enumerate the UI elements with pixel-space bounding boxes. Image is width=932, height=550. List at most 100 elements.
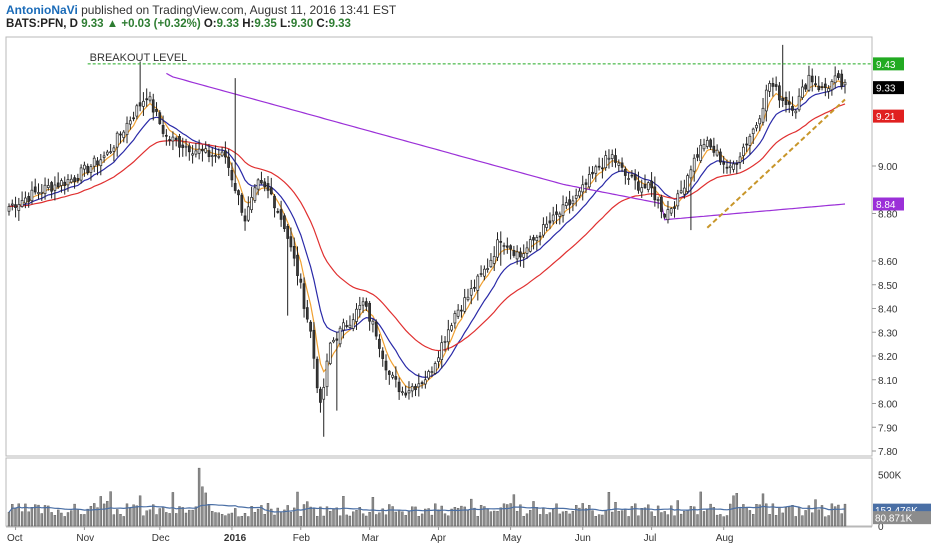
volume-bar — [827, 515, 830, 527]
volume-bar — [568, 513, 571, 527]
candle-body — [578, 190, 581, 197]
candle-body — [263, 181, 267, 188]
volume-bar — [17, 503, 20, 527]
candle — [417, 373, 421, 397]
volume-bar — [224, 515, 227, 527]
candle-body — [292, 246, 296, 259]
volume-bar — [653, 516, 656, 527]
candle-body — [164, 134, 168, 137]
candle — [378, 334, 381, 358]
candle-body — [689, 169, 693, 179]
candle-body — [69, 178, 73, 183]
candle — [456, 304, 460, 319]
candle — [224, 141, 227, 164]
candle-body — [30, 189, 34, 202]
volume-bar — [375, 514, 378, 527]
candle — [158, 110, 162, 125]
candle-body — [233, 183, 237, 191]
volume-bar — [181, 507, 184, 527]
candle — [840, 69, 844, 90]
candle-body — [551, 214, 555, 222]
candle — [712, 137, 716, 157]
volume-bar — [738, 508, 742, 527]
candle-body — [237, 190, 240, 196]
last-price: 9.33 — [81, 18, 104, 30]
candle-body — [676, 193, 680, 207]
candle — [125, 116, 129, 144]
candle — [335, 331, 339, 411]
candle — [171, 131, 175, 151]
candle — [440, 335, 444, 369]
candle-body — [443, 340, 447, 343]
candle — [256, 178, 260, 196]
candle-body — [423, 379, 427, 385]
volume-bar — [129, 507, 132, 527]
volume-bar — [411, 506, 414, 527]
candle — [663, 213, 667, 219]
volume-bar — [210, 511, 214, 527]
candle — [364, 297, 368, 311]
candle — [771, 77, 775, 97]
candle — [640, 179, 644, 198]
candle-body — [591, 171, 594, 175]
price-badge: 9.33 — [873, 81, 904, 95]
candle — [502, 242, 506, 255]
candle-body — [814, 83, 817, 86]
publisher-name[interactable]: AntonioNaVi — [6, 3, 78, 17]
volume-bar — [811, 512, 814, 527]
candle-body — [220, 151, 224, 157]
volume-bar — [207, 504, 211, 527]
volume-bar — [119, 514, 122, 527]
volume-bar — [283, 509, 286, 527]
candle — [168, 135, 171, 146]
candle-body — [558, 213, 562, 217]
volume-bar — [168, 513, 171, 527]
candle-body — [250, 197, 253, 211]
candle — [105, 149, 109, 156]
candle — [407, 381, 411, 400]
candle — [322, 378, 326, 437]
candle — [17, 197, 21, 221]
volume-bar — [302, 504, 306, 527]
volume-bar — [20, 511, 24, 527]
volume-bar — [286, 505, 289, 527]
volume-bar — [712, 507, 715, 527]
candle — [394, 366, 398, 388]
candle — [414, 383, 417, 397]
candle — [473, 279, 476, 292]
candle — [564, 196, 568, 210]
volume-bar — [643, 507, 647, 527]
candle — [332, 337, 335, 344]
candle — [10, 199, 14, 211]
candle — [843, 79, 847, 94]
volume-bar — [394, 511, 397, 527]
candle-body — [132, 117, 135, 120]
candle-body — [548, 220, 552, 224]
candle-body — [142, 100, 145, 107]
candle-body — [601, 167, 604, 170]
candle — [151, 93, 155, 121]
candle-body — [145, 98, 149, 101]
candle — [574, 188, 578, 207]
volume-bar — [86, 508, 89, 527]
candle — [774, 76, 778, 91]
volume-bar — [158, 508, 162, 527]
price-tick-label: 8.80 — [878, 210, 898, 221]
volume-bar — [788, 506, 791, 527]
volume-bar — [693, 506, 696, 527]
volume-bar — [50, 512, 53, 527]
candle — [374, 319, 378, 340]
candle-body — [338, 327, 342, 345]
candle-body — [702, 144, 706, 150]
volume-bar — [561, 511, 565, 527]
candle — [558, 211, 562, 225]
candle — [617, 159, 621, 172]
candle-body — [273, 195, 276, 209]
candle — [666, 200, 670, 224]
candle-body — [214, 154, 217, 157]
candle — [630, 170, 634, 179]
candle-body — [473, 286, 476, 289]
volume-bar — [814, 499, 817, 527]
candle-body — [623, 168, 627, 176]
